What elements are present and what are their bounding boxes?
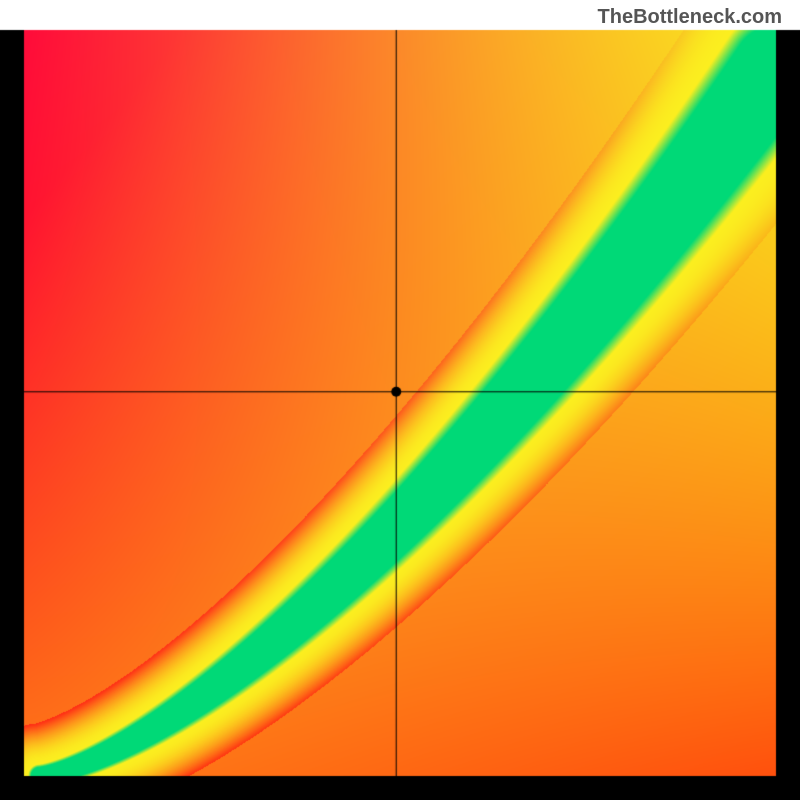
heatmap-canvas [0, 0, 800, 800]
chart-container: TheBottleneck.com [0, 0, 800, 800]
watermark-text: TheBottleneck.com [598, 6, 782, 29]
